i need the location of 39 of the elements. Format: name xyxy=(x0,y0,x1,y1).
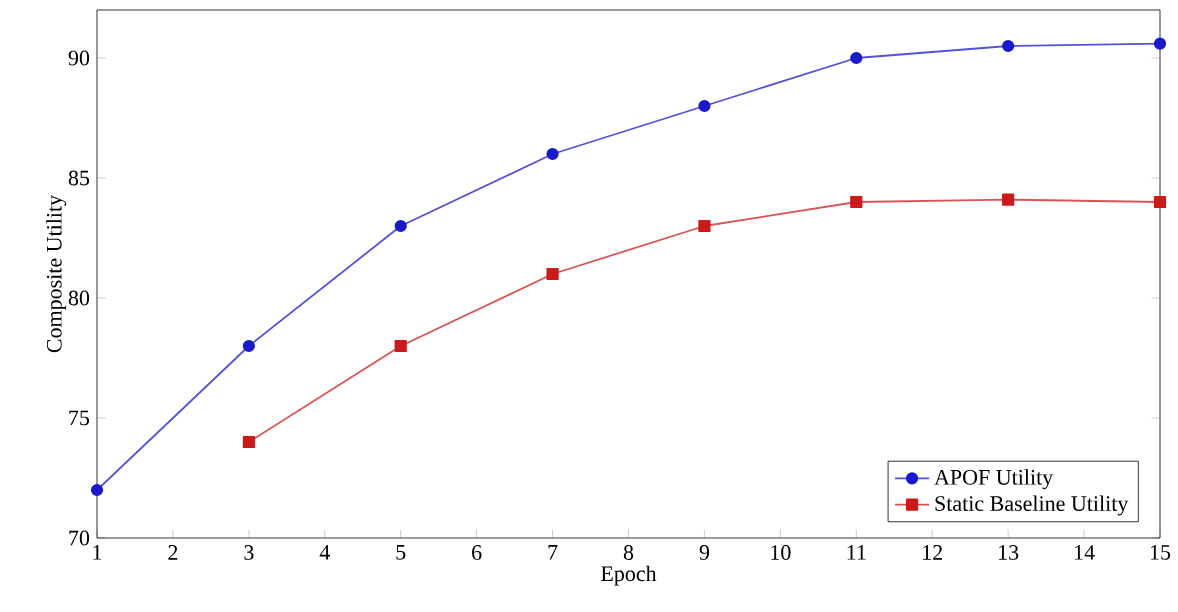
y-tick-label: 75 xyxy=(69,410,90,426)
x-axis-title: Epoch xyxy=(601,565,657,586)
point xyxy=(90,483,104,497)
x-tick-label: 4 xyxy=(319,545,330,560)
point xyxy=(394,339,407,353)
point xyxy=(546,147,559,161)
x-tick-label: 15 xyxy=(1150,545,1171,560)
point xyxy=(698,219,711,233)
point xyxy=(850,195,863,209)
point xyxy=(1002,39,1015,53)
point xyxy=(1153,37,1167,50)
x-tick-label: 14 xyxy=(1075,545,1095,560)
x-tick-label: 7 xyxy=(548,545,558,560)
x-tick-label: 3 xyxy=(244,545,254,560)
point xyxy=(394,219,407,233)
point xyxy=(242,339,255,353)
point xyxy=(850,51,863,65)
y-tick-label: 70 xyxy=(69,530,90,546)
point xyxy=(1002,193,1015,206)
y-tick-label: 90 xyxy=(68,50,90,66)
x-tick-label: 13 xyxy=(999,545,1019,560)
x-tick-label: 1 xyxy=(93,545,102,560)
x-tick-label: 2 xyxy=(168,545,178,560)
point xyxy=(1153,195,1167,209)
x-tick-label: 9 xyxy=(699,545,710,560)
y-axis-title: Composite Utility xyxy=(46,194,67,353)
point xyxy=(242,435,255,449)
x-tick-label: 6 xyxy=(472,545,482,560)
legend-label: Static Baseline Utility xyxy=(935,495,1129,516)
point xyxy=(546,267,559,281)
x-tick-label: 10 xyxy=(771,545,791,560)
x-tick-label: 8 xyxy=(623,545,634,560)
x-tick-label: 12 xyxy=(923,545,943,560)
point xyxy=(698,99,711,113)
y-tick-label: 80 xyxy=(68,290,90,306)
x-tick-label: 11 xyxy=(847,545,866,560)
legend-label: APOF Utility xyxy=(934,469,1054,490)
x-tick-label: 5 xyxy=(396,545,406,560)
y-tick-label: 85 xyxy=(68,170,90,186)
